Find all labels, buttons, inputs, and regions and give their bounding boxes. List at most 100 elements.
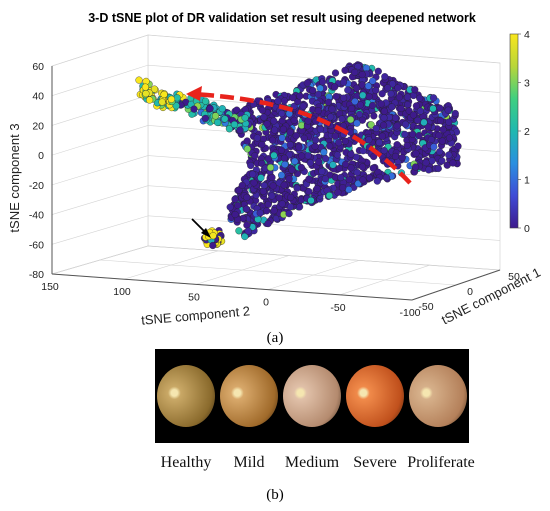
scatter-point (300, 134, 308, 142)
grid-line (147, 34, 501, 64)
scatter-point (333, 151, 341, 159)
scatter-point (347, 116, 355, 124)
scatter-point (388, 80, 397, 88)
scatter-point (322, 155, 330, 163)
scatter-point (391, 152, 400, 160)
scatter-point (327, 113, 335, 121)
scatter-point (436, 148, 444, 156)
scatter-point (277, 146, 286, 154)
colorbar-tick-label: 0 (524, 223, 530, 235)
scatter-point (451, 109, 459, 118)
scatter-point (249, 170, 257, 178)
grid-line (51, 94, 149, 126)
scatter-point (409, 111, 417, 119)
scatter-point (236, 126, 244, 134)
grade-label-medium: Medium (284, 454, 340, 471)
scatter-point (251, 152, 259, 160)
grid-line (51, 34, 149, 67)
z-tick-label: 20 (32, 120, 44, 132)
scatter-point (256, 209, 264, 217)
scatter-point (250, 179, 258, 187)
scatter-point (439, 126, 447, 134)
x-tick-label: 100 (113, 286, 131, 298)
scatter-point (315, 158, 323, 166)
scatter-point (359, 91, 367, 99)
scatter-point (404, 101, 412, 109)
colorbar-tick-label: 4 (524, 29, 530, 41)
scatter-point (438, 137, 446, 145)
scatter-point (235, 227, 243, 235)
scatter-point (230, 120, 238, 129)
scatter-point (286, 203, 295, 211)
z-tick-label: 60 (32, 61, 44, 73)
scatter-point (141, 83, 149, 91)
scatter-point (243, 137, 251, 145)
scatter-point (369, 77, 377, 85)
scatter-point (231, 210, 239, 219)
scatter-point (341, 137, 349, 145)
scatter-point (218, 105, 226, 113)
scatter-point (401, 120, 410, 128)
scatter-point (304, 117, 312, 125)
scatter-point (160, 90, 168, 99)
scatter-point (285, 151, 293, 159)
scatter-point (338, 115, 346, 123)
scatter-point (260, 113, 268, 121)
colorbar-tick-label: 3 (524, 78, 530, 90)
scatter-point (243, 193, 251, 201)
scatter-point (320, 148, 328, 156)
scatter-point (296, 203, 304, 211)
scatter-point (278, 134, 286, 142)
scatter-point (270, 151, 278, 159)
scatter-point (392, 114, 400, 122)
scatter-point (377, 100, 385, 108)
scatter-point (270, 207, 278, 215)
scatter-point (380, 107, 388, 115)
scatter-point (429, 105, 437, 113)
scatter-point (372, 86, 380, 94)
scatter-point (264, 220, 272, 228)
scatter-point (369, 164, 377, 172)
trend-arrow (191, 91, 412, 185)
grade-label-mild: Mild (233, 454, 265, 471)
scatter-point (306, 159, 314, 167)
grid-line (147, 215, 501, 241)
scatter-point (278, 171, 286, 179)
scatter-point (345, 186, 353, 194)
scatter-point (449, 159, 457, 167)
scatter-point (209, 232, 217, 240)
colorbar: 4 3 2 1 0 (509, 29, 530, 235)
scatter-point (287, 193, 295, 201)
scatter-point (328, 105, 336, 113)
scatter-point (414, 116, 422, 124)
scatter-point (340, 94, 348, 102)
scatter-point (274, 97, 282, 105)
scatter-point (201, 97, 210, 105)
scatter-point (285, 210, 293, 218)
scatter-point (373, 177, 381, 185)
scatter-point (221, 115, 229, 123)
scatter-point (167, 95, 175, 103)
grid-line (99, 259, 457, 286)
scatter-point (358, 116, 366, 124)
scatter-point (409, 91, 418, 100)
x-axis-label: tSNE component 2 (141, 303, 251, 327)
scatter-point (266, 163, 275, 172)
scatter-point (375, 138, 383, 147)
scatter-point (424, 123, 432, 131)
scatter-point (296, 92, 304, 100)
scatter-point (436, 117, 445, 125)
scatter-point (214, 118, 222, 127)
scatter-point (319, 78, 327, 86)
scatter-point (351, 68, 359, 76)
scatter-point (314, 107, 322, 115)
scatter-point (258, 106, 267, 114)
x-tick-label: -50 (330, 302, 345, 314)
panel-a-label: (a) (266, 330, 284, 346)
scatter-point (226, 203, 234, 211)
scatter-point (355, 110, 363, 119)
scatter-point (190, 105, 198, 113)
y-tick-label: 50 (508, 271, 520, 283)
scatter-point (339, 184, 347, 192)
tsne-3d-scatter-chart: 3-D tSNE plot of DR validation set resul… (7, 11, 543, 328)
